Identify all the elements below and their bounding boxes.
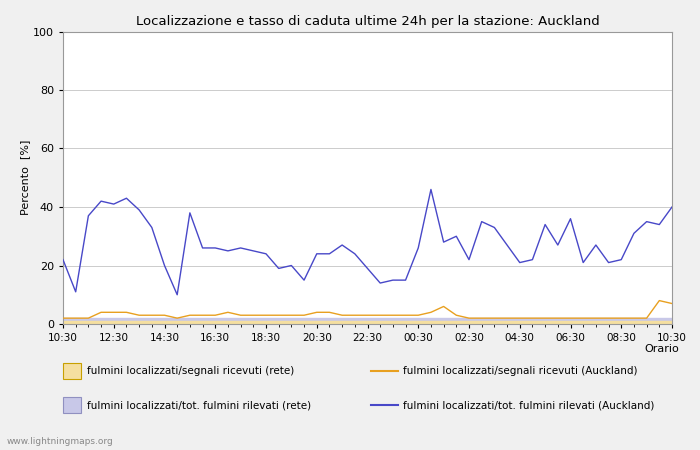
Title: Localizzazione e tasso di caduta ultime 24h per la stazione: Auckland: Localizzazione e tasso di caduta ultime … (136, 14, 599, 27)
Text: fulmini localizzati/segnali ricevuti (Auckland): fulmini localizzati/segnali ricevuti (Au… (403, 366, 638, 376)
Text: Orario: Orario (644, 344, 679, 354)
Text: fulmini localizzati/tot. fulmini rilevati (Auckland): fulmini localizzati/tot. fulmini rilevat… (403, 400, 654, 410)
Text: www.lightningmaps.org: www.lightningmaps.org (7, 436, 113, 446)
Text: fulmini localizzati/segnali ricevuti (rete): fulmini localizzati/segnali ricevuti (re… (88, 366, 295, 376)
Y-axis label: Percento  [%]: Percento [%] (20, 140, 30, 216)
Text: fulmini localizzati/tot. fulmini rilevati (rete): fulmini localizzati/tot. fulmini rilevat… (88, 400, 312, 410)
